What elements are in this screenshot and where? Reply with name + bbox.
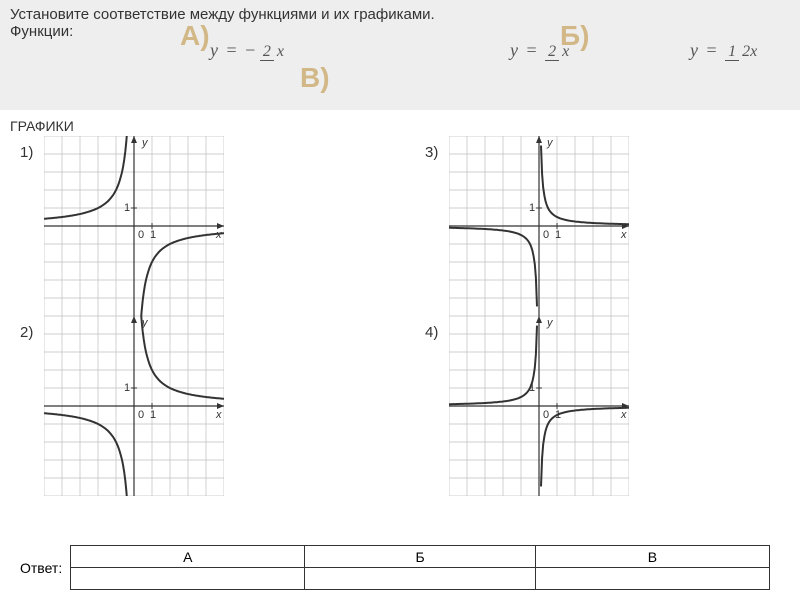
formula-b: y = 2x bbox=[510, 40, 572, 61]
graph-2-label: 2) bbox=[20, 316, 44, 341]
graphs-grid: 1) yx011 3) yx011 2) yx011 4) yx011 bbox=[0, 136, 800, 496]
answer-row: Ответ: А Б В bbox=[20, 545, 770, 590]
graph-4-label: 4) bbox=[425, 316, 449, 341]
svg-text:1: 1 bbox=[150, 229, 156, 241]
svg-text:1: 1 bbox=[124, 202, 130, 214]
svg-text:0: 0 bbox=[138, 409, 144, 421]
graph-3-wrap: 3) yx011 bbox=[425, 136, 770, 316]
graph-1: yx011 bbox=[44, 136, 224, 316]
svg-text:x: x bbox=[620, 229, 627, 241]
svg-text:1: 1 bbox=[150, 409, 156, 421]
svg-text:0: 0 bbox=[543, 229, 549, 241]
graph-4: yx011 bbox=[449, 316, 629, 496]
formula-b-den: x bbox=[559, 43, 572, 60]
answer-cell-a[interactable] bbox=[71, 568, 305, 590]
svg-text:1: 1 bbox=[529, 202, 535, 214]
answer-col-b: Б bbox=[305, 546, 536, 568]
svg-text:1: 1 bbox=[124, 382, 130, 394]
svg-text:x: x bbox=[620, 409, 627, 421]
formula-a-sign: − bbox=[245, 40, 255, 60]
svg-text:x: x bbox=[215, 409, 222, 421]
answer-cell-b[interactable] bbox=[305, 568, 536, 590]
graph-2: yx011 bbox=[44, 316, 224, 496]
graph-2-wrap: 2) yx011 bbox=[20, 316, 365, 496]
answer-cell-v[interactable] bbox=[535, 568, 769, 590]
svg-text:0: 0 bbox=[138, 229, 144, 241]
answer-col-a: А bbox=[71, 546, 305, 568]
formula-b-y: y bbox=[510, 40, 518, 60]
answer-table: А Б В bbox=[70, 545, 770, 590]
formula-v-y: y bbox=[690, 40, 698, 60]
formula-a-num: 2 bbox=[260, 43, 274, 61]
answer-col-v: В bbox=[535, 546, 769, 568]
graph-3-label: 3) bbox=[425, 136, 449, 161]
graph-4-wrap: 4) yx011 bbox=[425, 316, 770, 496]
graph-1-label: 1) bbox=[20, 136, 44, 161]
task-text: Установите соответствие между функциями … bbox=[10, 6, 790, 23]
formula-v-num: 1 bbox=[725, 43, 739, 61]
letter-v: В) bbox=[300, 62, 330, 94]
svg-text:y: y bbox=[546, 137, 554, 149]
graph-1-wrap: 1) yx011 bbox=[20, 136, 365, 316]
answer-label: Ответ: bbox=[20, 560, 62, 576]
formula-v-den: 2x bbox=[739, 43, 760, 60]
section-title: ГРАФИКИ bbox=[10, 118, 800, 134]
letter-a: А) bbox=[180, 20, 210, 52]
header-panel: Установите соответствие между функциями … bbox=[0, 0, 800, 110]
svg-text:y: y bbox=[141, 137, 149, 149]
svg-text:0: 0 bbox=[543, 409, 549, 421]
functions-label: Функции: bbox=[10, 23, 790, 40]
formula-v: y = 12x bbox=[690, 40, 760, 61]
svg-text:x: x bbox=[215, 229, 222, 241]
formula-a: y = − 2x bbox=[210, 40, 287, 61]
svg-text:y: y bbox=[546, 317, 554, 329]
formula-b-num: 2 bbox=[545, 43, 559, 61]
svg-text:1: 1 bbox=[555, 229, 561, 241]
formula-a-y: y bbox=[210, 40, 218, 60]
graph-3: yx011 bbox=[449, 136, 629, 316]
formula-a-den: x bbox=[274, 43, 287, 60]
